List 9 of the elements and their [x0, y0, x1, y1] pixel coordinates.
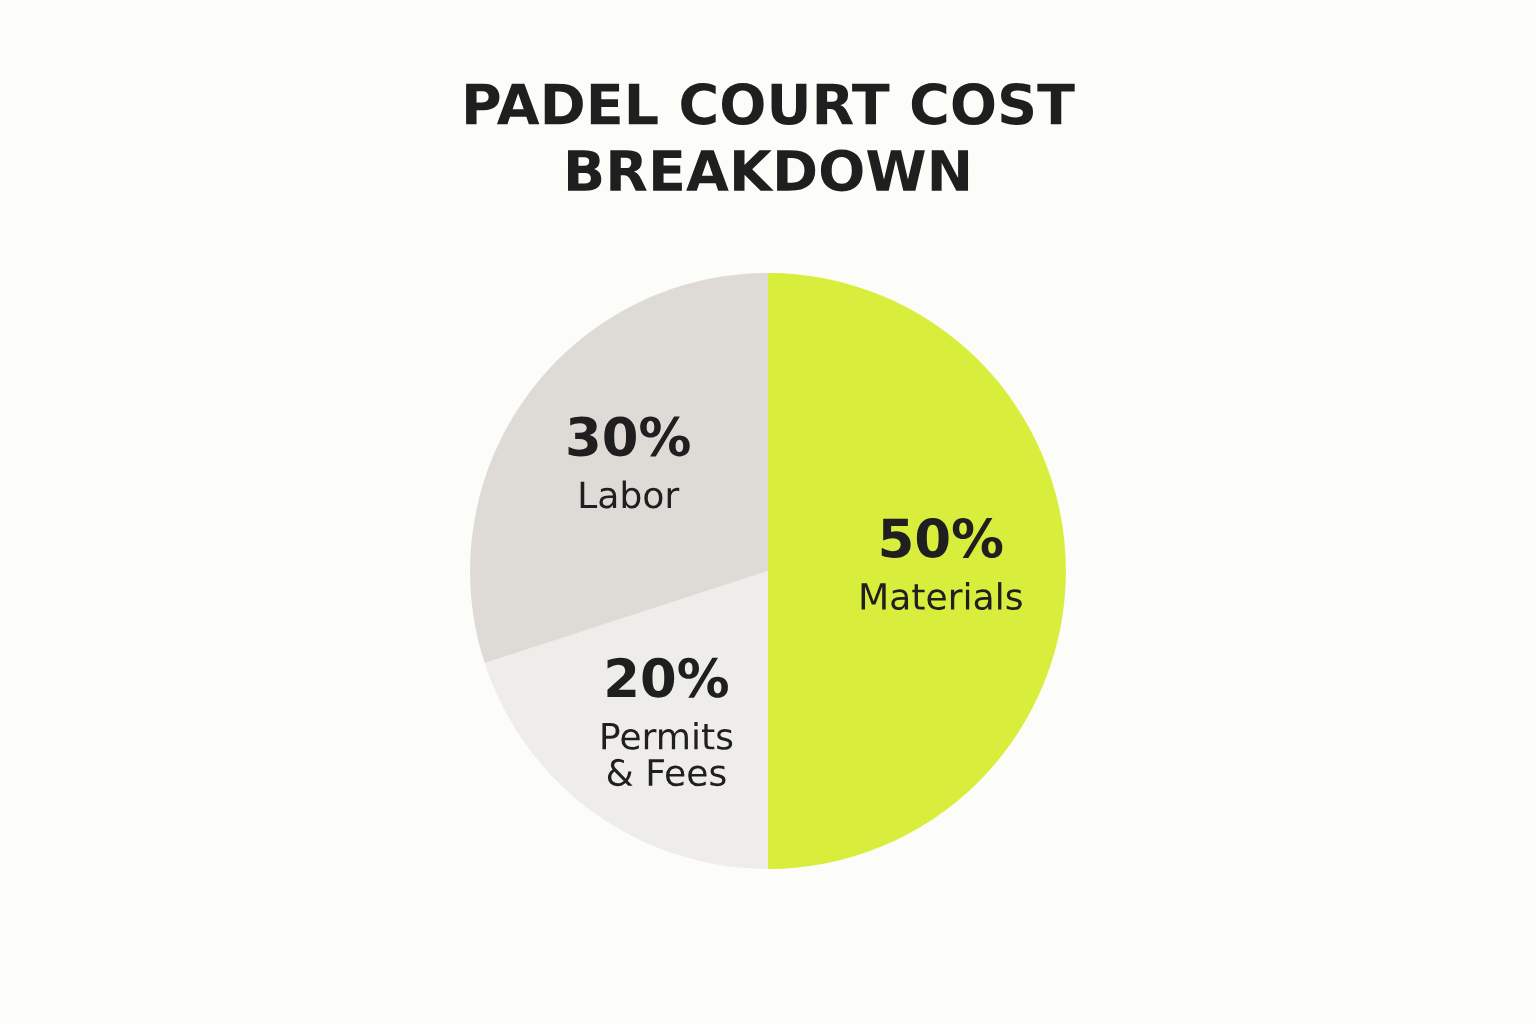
data-label: 30% — [568, 416, 690, 457]
slice-label: Labor — [580, 480, 680, 509]
chart-title: PADEL COURT COST BREAKDOWN — [466, 82, 1075, 192]
data-label: 50% — [881, 518, 1003, 558]
data-label: 20% — [607, 657, 728, 698]
slice-label: Permits & Fees — [602, 721, 733, 787]
slice-label: Materials — [861, 582, 1022, 611]
pie-slice — [484, 571, 768, 869]
pie-slice — [768, 273, 1066, 869]
